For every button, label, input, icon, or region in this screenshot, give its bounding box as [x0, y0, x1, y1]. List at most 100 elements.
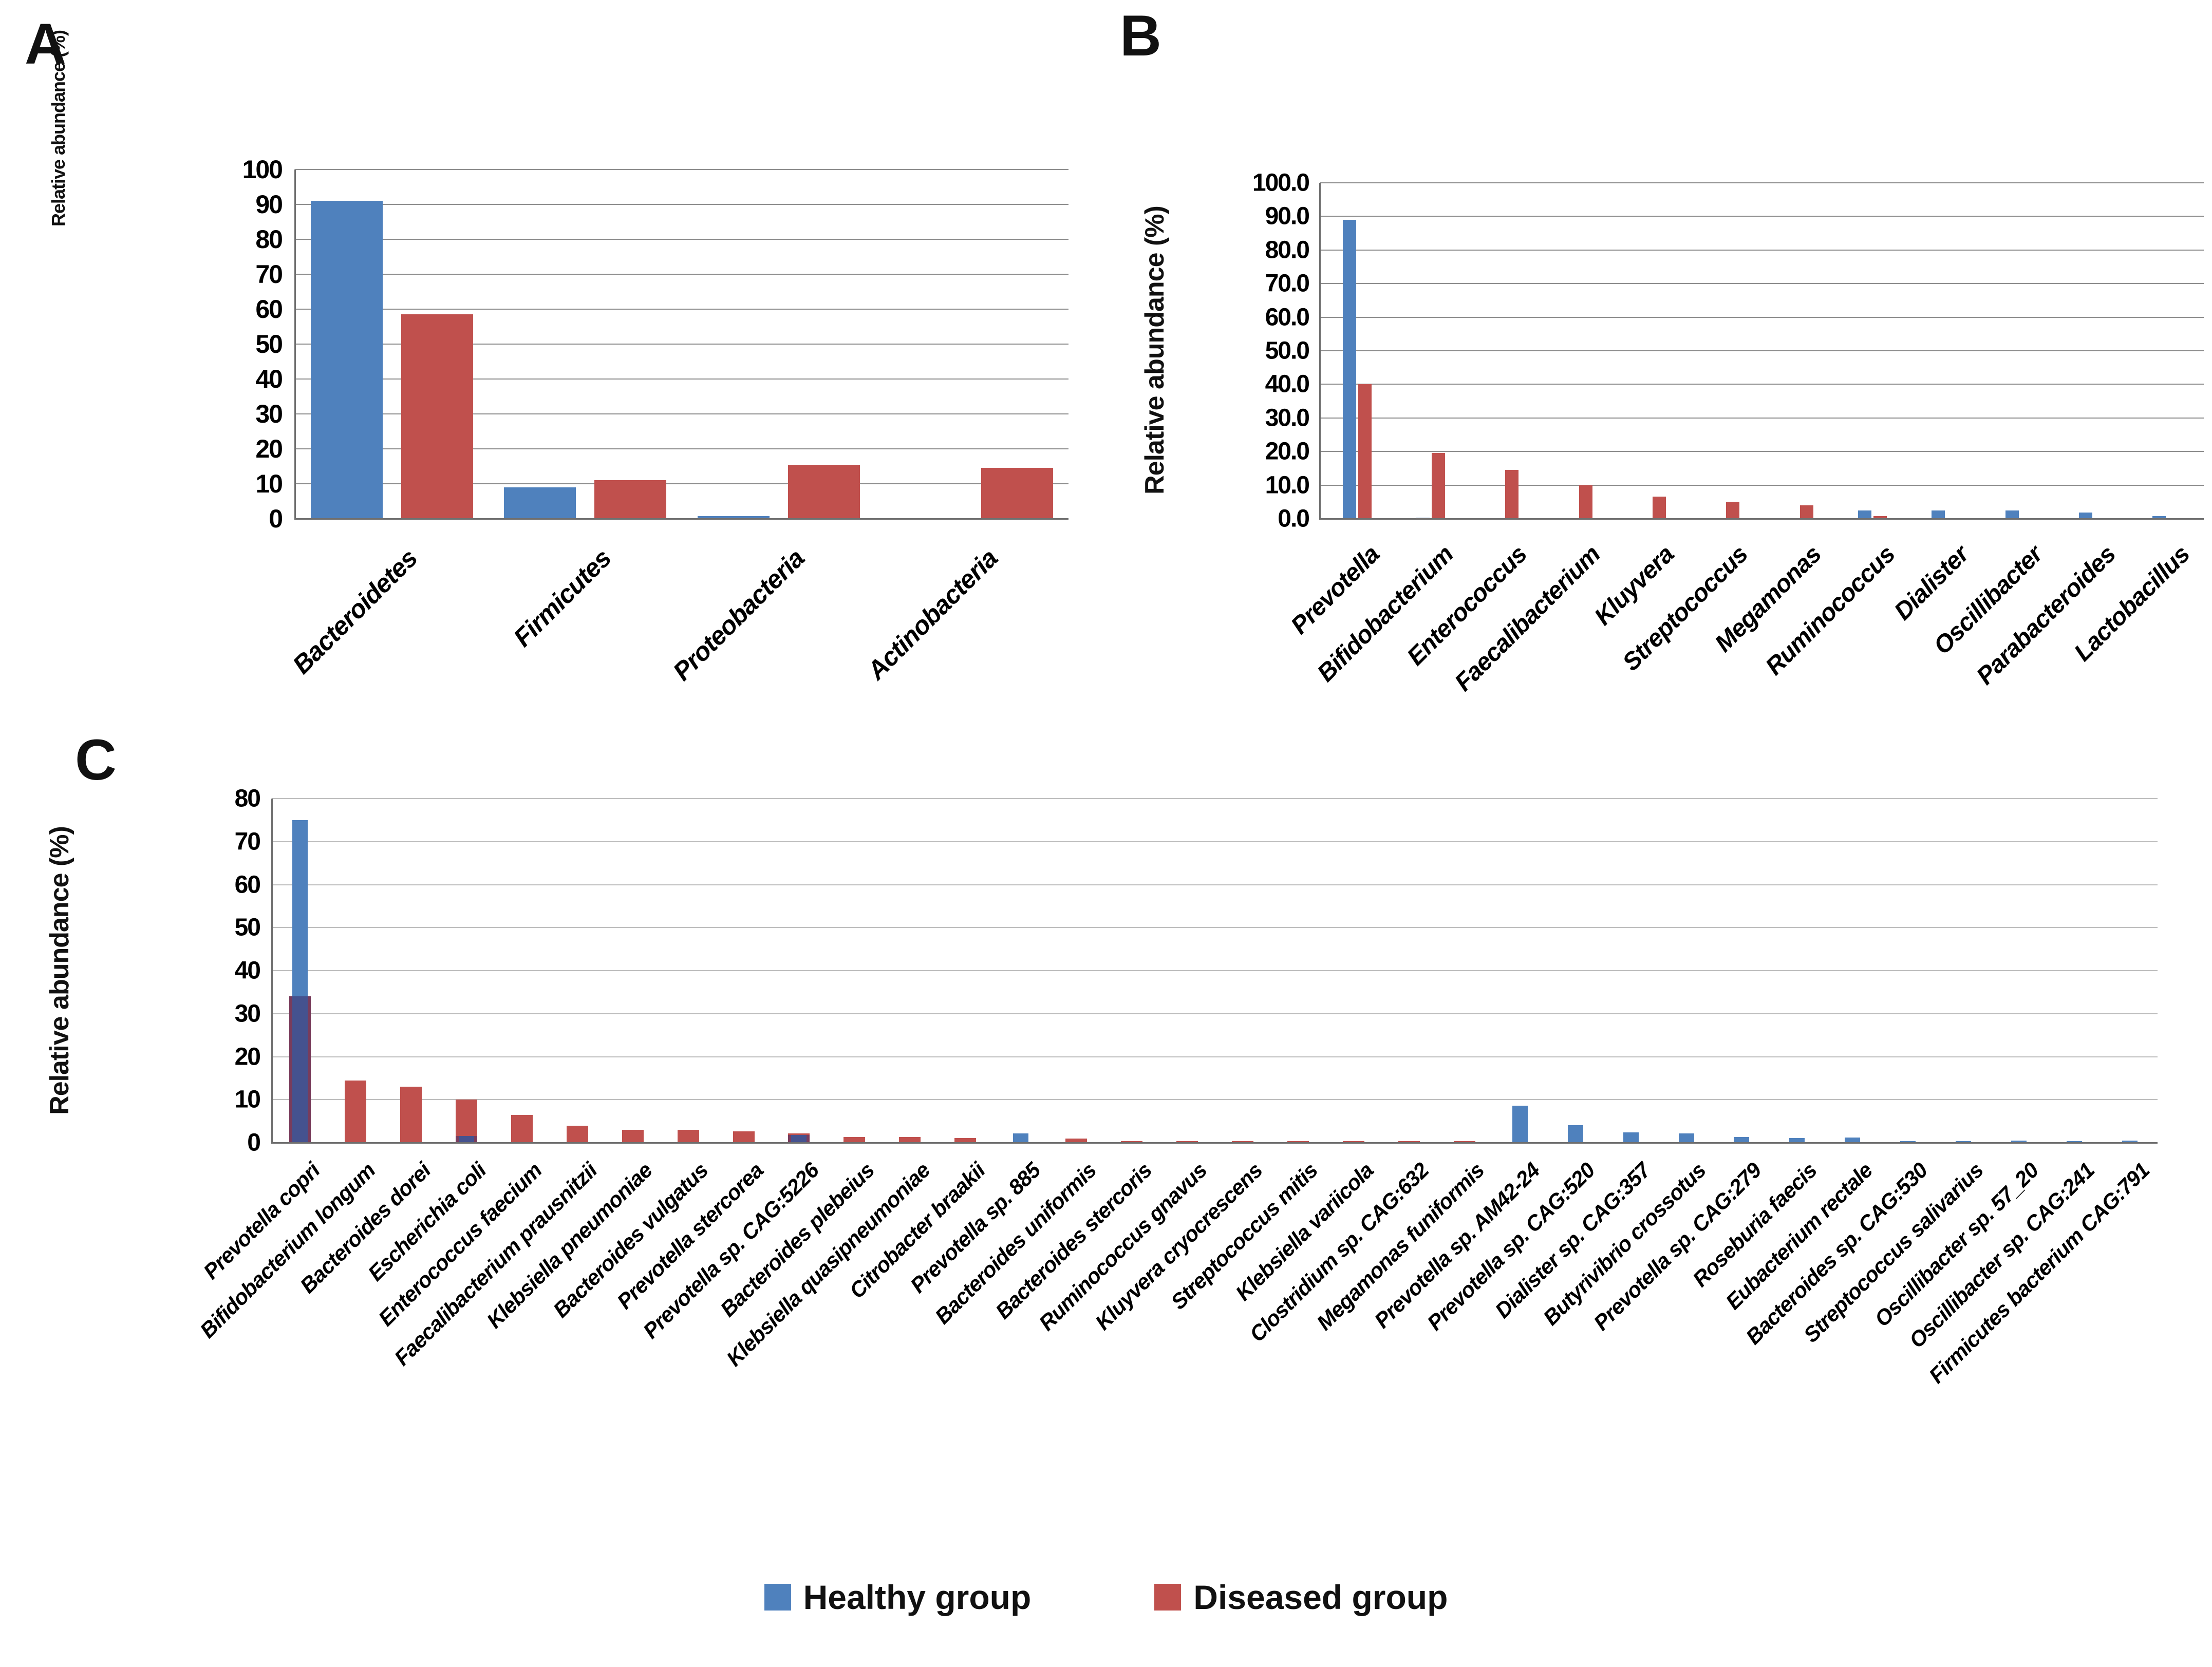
bar-diseased — [677, 1129, 699, 1143]
y-tick-label: 60 — [234, 871, 261, 898]
gridline — [272, 1099, 2158, 1101]
bar-diseased — [1231, 1141, 1253, 1143]
bar-healthy — [1956, 1141, 1972, 1143]
bar-healthy — [2079, 513, 2092, 519]
y-tick-label: 20 — [234, 1043, 261, 1070]
bar-diseased — [1176, 1141, 1198, 1143]
gridline — [295, 274, 1068, 275]
bar-diseased — [843, 1137, 866, 1143]
bar-healthy — [2011, 1141, 2027, 1143]
y-tick-label: 70 — [234, 828, 261, 856]
gridline — [1320, 384, 2204, 385]
bar-diseased — [1453, 1141, 1475, 1143]
x-axis-line — [1320, 518, 2204, 520]
gridline — [295, 309, 1068, 310]
gridline — [295, 378, 1068, 380]
y-tick-label: 0.0 — [1278, 505, 1310, 533]
bar-diseased — [401, 314, 474, 519]
panel-a-label: A — [25, 12, 66, 76]
y-tick-label: 100 — [242, 155, 283, 184]
healthy-swatch-icon — [764, 1584, 791, 1611]
bar-diseased — [344, 1080, 366, 1143]
y-tick-label: 70 — [255, 260, 283, 289]
diseased-swatch-icon — [1154, 1584, 1182, 1611]
y-tick-label: 30 — [255, 400, 283, 428]
y-tick-label: 10 — [255, 469, 283, 498]
gridline — [272, 841, 2158, 842]
legend-item-diseased: Diseased group — [1154, 1578, 1448, 1617]
y-tick-label: 50 — [255, 330, 283, 358]
gridline — [1320, 316, 2204, 318]
x-axis-line — [295, 518, 1068, 520]
bar-healthy — [2122, 1141, 2138, 1143]
legend: Healthy group Diseased group — [0, 1578, 2212, 1617]
bar-diseased — [1287, 1141, 1309, 1143]
bar-healthy — [2152, 516, 2166, 519]
bar-diseased — [981, 468, 1053, 519]
gridline — [1320, 182, 2204, 183]
bar-overlap-region — [788, 1134, 810, 1143]
bar-diseased — [1358, 384, 1372, 519]
gridline — [1320, 417, 2204, 419]
y-tick-label: 80 — [255, 225, 283, 254]
bar-healthy — [1512, 1105, 1528, 1143]
y-axis-line — [1319, 183, 1321, 520]
bar-diseased — [1726, 502, 1740, 519]
gridline — [1320, 249, 2204, 251]
bar-healthy — [1567, 1125, 1583, 1143]
bar-diseased — [1653, 497, 1666, 519]
gridline — [295, 204, 1068, 205]
bar-healthy — [504, 487, 576, 519]
bar-diseased — [1121, 1141, 1143, 1143]
bar-healthy — [311, 201, 383, 519]
bar-diseased — [954, 1138, 977, 1143]
bar-healthy — [1845, 1137, 1861, 1143]
bar-healthy — [1678, 1133, 1694, 1143]
bar-diseased — [566, 1125, 588, 1143]
y-tick-label: 30 — [234, 1000, 261, 1028]
gridline — [295, 169, 1068, 170]
bar-healthy — [1789, 1138, 1805, 1143]
legend-diseased-label: Diseased group — [1193, 1578, 1448, 1616]
gridline — [1320, 350, 2204, 351]
y-tick-label: 20 — [255, 434, 283, 463]
x-axis-line — [272, 1142, 2158, 1144]
gridline — [272, 1013, 2158, 1014]
gridline — [295, 483, 1068, 484]
bar-healthy — [1013, 1133, 1029, 1143]
bar-diseased — [622, 1129, 644, 1143]
y-tick-label: 60.0 — [1265, 304, 1310, 331]
gridline — [295, 239, 1068, 240]
y-tick-label: 90 — [255, 190, 283, 219]
bar-healthy — [1932, 510, 1945, 519]
bar-diseased — [1505, 470, 1519, 519]
y-tick-label: 100.0 — [1252, 169, 1310, 197]
bar-diseased — [1398, 1141, 1420, 1143]
panel-c-label: C — [75, 728, 117, 792]
bar-healthy — [1623, 1132, 1639, 1143]
gridline — [272, 1056, 2158, 1057]
bar-diseased — [733, 1131, 755, 1143]
legend-item-healthy: Healthy group — [764, 1578, 1032, 1617]
gridline — [272, 884, 2158, 885]
y-tick-label: 40 — [234, 957, 261, 984]
bar-diseased — [1579, 485, 1592, 519]
bar-diseased — [1432, 453, 1445, 519]
y-tick-label: 30.0 — [1265, 404, 1310, 432]
bar-healthy — [2005, 510, 2019, 519]
y-tick-label: 0 — [269, 504, 283, 533]
bar-healthy — [1342, 219, 1356, 519]
y-tick-label: 40.0 — [1265, 370, 1310, 398]
bar-healthy — [1734, 1137, 1750, 1143]
bar-overlap-region — [289, 996, 311, 1143]
y-tick-label: 10 — [234, 1086, 261, 1113]
gridline — [1320, 283, 2204, 285]
gridline — [272, 927, 2158, 929]
legend-healthy-label: Healthy group — [803, 1578, 1032, 1616]
gridline — [295, 344, 1068, 345]
gridline — [272, 798, 2158, 799]
y-tick-label: 10.0 — [1265, 471, 1310, 499]
